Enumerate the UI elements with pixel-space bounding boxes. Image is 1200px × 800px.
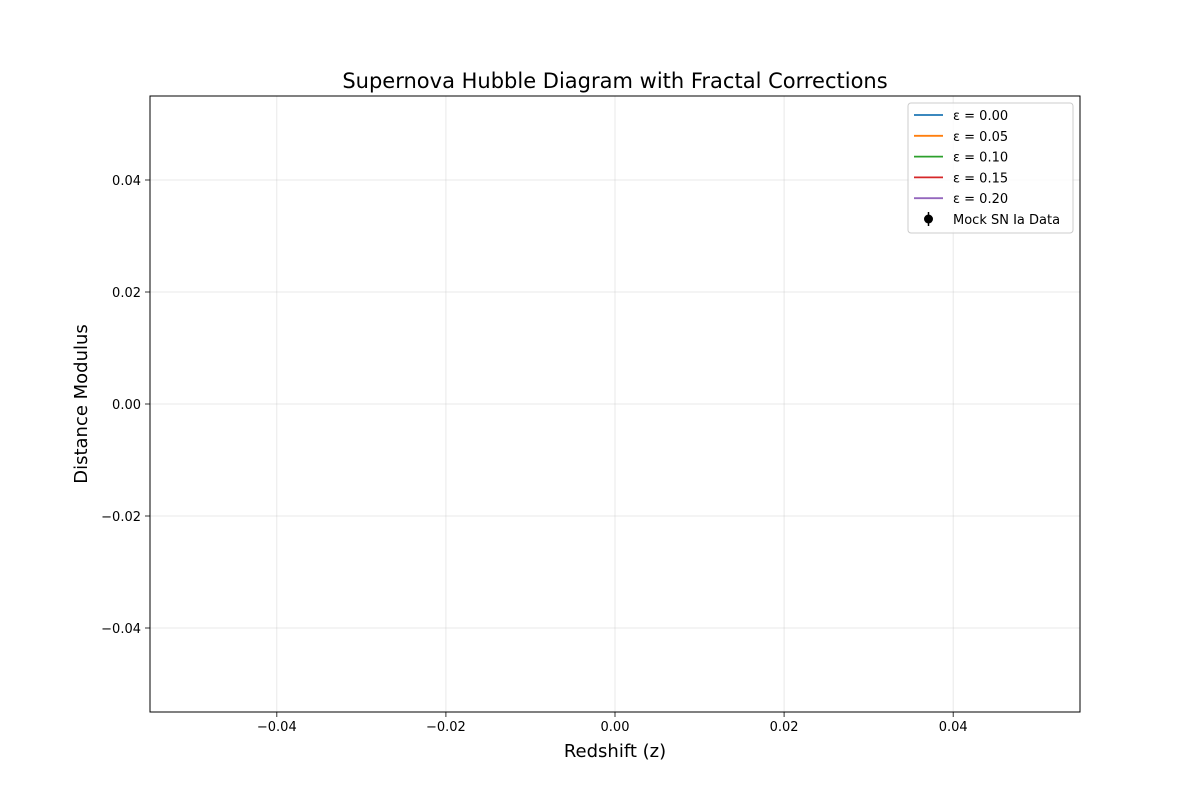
legend-label: ε = 0.05	[953, 130, 1008, 145]
y-axis-ticks: −0.04 −0.02 0.00 0.02 0.04	[101, 174, 150, 637]
y-tick-label: 0.04	[112, 174, 141, 189]
legend-box	[907, 102, 1074, 234]
x-axis-label: Redshift (z)	[564, 741, 666, 762]
y-tick-label: 0.00	[112, 398, 141, 413]
y-axis-label: Distance Modulus	[71, 324, 92, 484]
y-tick-label: −0.02	[101, 510, 141, 525]
x-tick-label: −0.04	[257, 720, 297, 735]
legend-items: ε = 0.00 ε = 0.05 ε = 0.10 ε = 0.15 ε = 0.20…	[914, 109, 1060, 228]
y-tick-label: −0.04	[101, 622, 141, 637]
legend-marker-swatch	[924, 214, 933, 224]
legend-label: Mock SN Ia Data	[953, 213, 1060, 228]
legend-label: ε = 0.00	[953, 109, 1008, 124]
x-axis-ticks: −0.04 −0.02 0.00 0.02 0.04	[257, 712, 968, 735]
legend-label: ε = 0.10	[953, 151, 1008, 166]
legend-label: ε = 0.20	[953, 192, 1008, 207]
chart-title: Supernova Hubble Diagram with Fractal Co…	[342, 69, 887, 93]
y-tick-label: 0.02	[112, 286, 141, 301]
x-tick-label: 0.00	[601, 720, 630, 735]
x-tick-label: 0.02	[770, 720, 799, 735]
x-tick-label: −0.02	[426, 720, 466, 735]
legend-label: ε = 0.15	[953, 171, 1008, 186]
x-tick-label: 0.04	[939, 720, 968, 735]
legend: ε = 0.00 ε = 0.05 ε = 0.10 ε = 0.15 ε = 0.20…	[907, 102, 1074, 234]
